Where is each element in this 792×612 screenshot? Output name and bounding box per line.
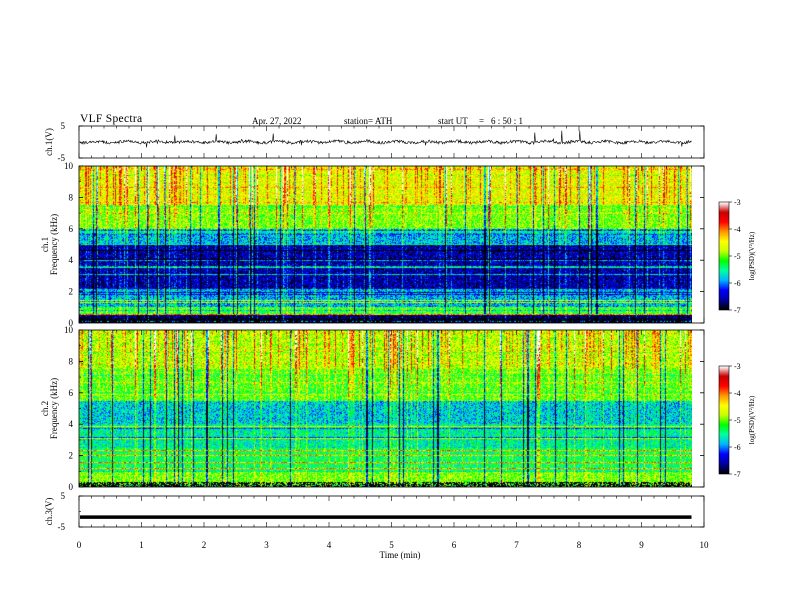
station-label: station= ATH (344, 116, 393, 126)
xtick-label: 6 (452, 540, 457, 550)
ch1-waveform-ytick-label: -5 (58, 153, 66, 163)
xtick-label: 3 (264, 540, 269, 550)
start-ut-equals: = (479, 116, 485, 126)
ch1-spectrogram-ytick-label: 2 (69, 287, 74, 297)
ch2-spectrogram-colorbar-tick-label: -4 (734, 389, 741, 398)
ch2-spectrogram-colorbar (719, 366, 729, 474)
ch2-spectrogram-ylabel: ch.2 (40, 401, 50, 416)
xtick-label: 2 (202, 540, 207, 550)
ch3-waveform-ylabel: ch.3(V) (44, 498, 54, 526)
xtick-label: 10 (700, 540, 710, 550)
date-label: Apr. 27, 2022 (252, 116, 302, 126)
ch1-spectrogram-colorbar-tick-label: -3 (734, 198, 741, 207)
ch1-waveform-ylabel: ch.1(V) (44, 128, 54, 156)
ch1-spectrogram-colorbar-tick-label: -4 (734, 225, 741, 234)
xtick-label: 0 (77, 540, 82, 550)
ch1-spectrogram-colorbar-tick-label: -6 (734, 279, 741, 288)
ch1-spectrogram-ytick-label: 8 (69, 192, 74, 202)
ch3-waveform-ytick-label: -5 (58, 522, 66, 532)
ch2-spectrogram-ytick-label: 10 (64, 325, 74, 335)
ch1-spectrogram-image (79, 166, 692, 323)
ch1-spectrogram-ytick-label: 10 (64, 161, 74, 171)
xtick-label: 8 (577, 540, 582, 550)
ch1-waveform-ytick-label: 5 (61, 121, 66, 131)
chart-title: VLF Spectra (80, 113, 143, 125)
ch1-spectrogram-ytick-label: 6 (69, 224, 74, 234)
ch1-spectrogram-colorbar-tick-label: -7 (734, 306, 741, 315)
start-ut-value: 6 : 50 : 1 (491, 116, 524, 126)
ch1-spectrogram-ytick-label: 4 (69, 255, 74, 265)
ch2-spectrogram-ytick-label: 0 (69, 482, 74, 492)
ch2-spectrogram-ytick-label: 8 (69, 356, 74, 366)
ch2-spectrogram-colorbar-tick-label: -7 (734, 470, 741, 479)
ch2-spectrogram-ytick-label: 2 (69, 451, 74, 461)
xtick-label: 9 (639, 540, 644, 550)
start-ut-label: start UT (438, 116, 468, 126)
ch2-spectrogram-colorbar-tick-label: -5 (734, 416, 741, 425)
ch1-spectrogram-ylabel: Frequency (kHz) (49, 214, 59, 275)
ch2-spectrogram-ytick-label: 4 (69, 419, 74, 429)
ch1-spectrogram-ylabel: ch.1 (40, 237, 50, 252)
ch2-spectrogram-image (79, 330, 692, 487)
ch1-waveform-trace (79, 130, 692, 148)
ch2-spectrogram-ytick-label: 6 (69, 388, 74, 398)
ch2-spectrogram-colorbar-tick-label: -6 (734, 443, 741, 452)
xtick-label: 4 (327, 540, 332, 550)
ch2-spectrogram-colorbar-tick-label: -3 (734, 362, 741, 371)
ch1-spectrogram-colorbar-label: log(PSD)(V²/Hz) (748, 231, 756, 280)
ch1-spectrogram-colorbar-tick-label: -5 (734, 252, 741, 261)
ch2-spectrogram-colorbar-label: log(PSD)(V²/Hz) (748, 395, 756, 444)
ch3-waveform-ytick-label: 5 (61, 491, 66, 501)
xtick-label: 5 (389, 540, 394, 550)
ch2-spectrogram-ylabel: Frequency (kHz) (49, 378, 59, 439)
ch1-spectrogram-colorbar (719, 202, 729, 310)
x-axis-label: Time (min) (380, 550, 421, 560)
ch1-spectrogram-ytick-label: 0 (69, 318, 74, 328)
xtick-label: 7 (514, 540, 519, 550)
xtick-label: 1 (139, 540, 144, 550)
